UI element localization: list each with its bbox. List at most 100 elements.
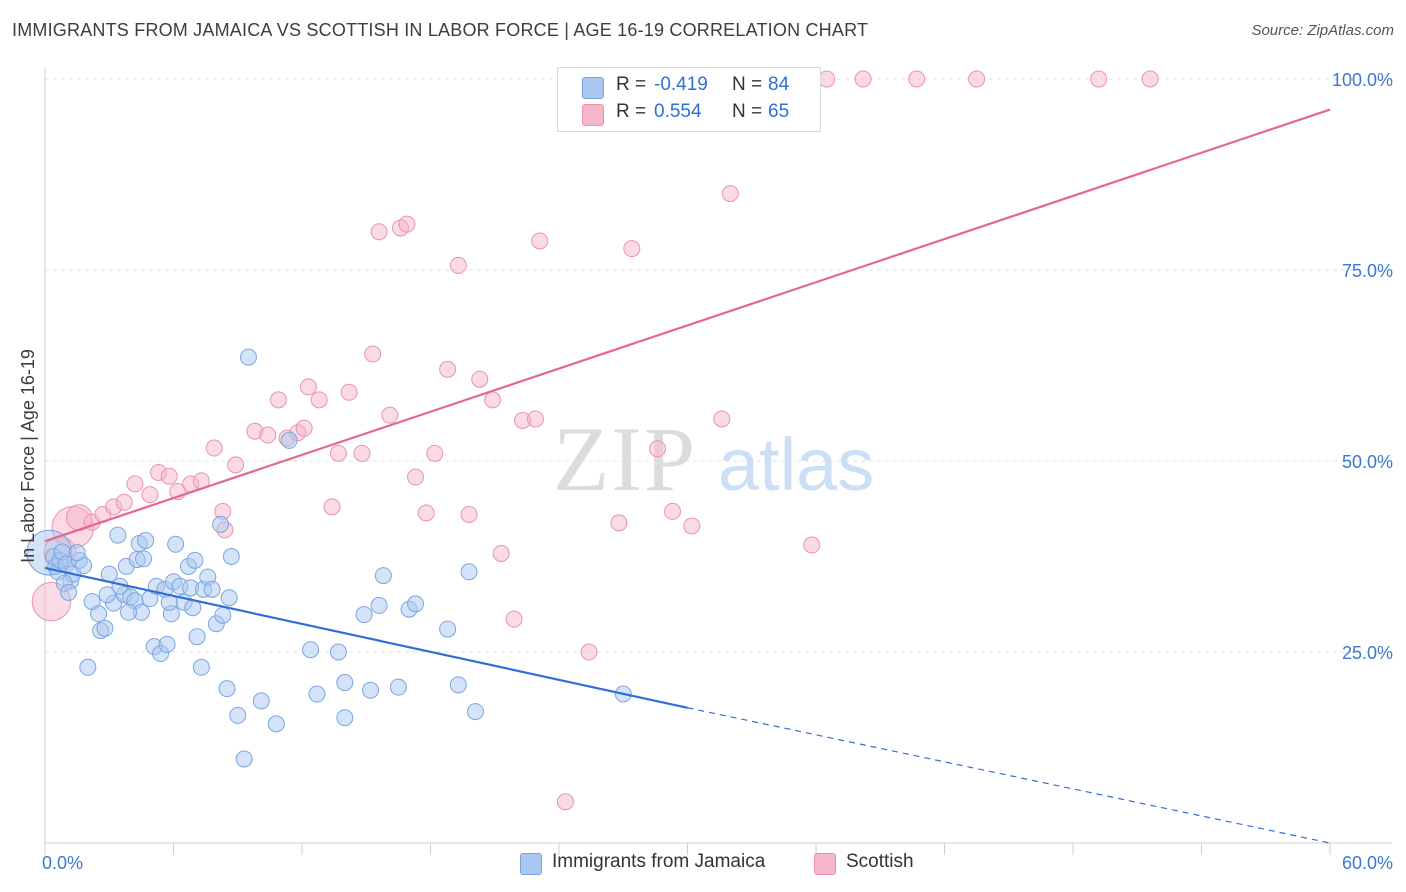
scottish-point xyxy=(115,493,133,511)
scottish-point xyxy=(505,610,523,628)
y-axis-label: In Labor Force | Age 16-19 xyxy=(18,349,38,563)
axes xyxy=(44,68,1392,855)
r-label: R = xyxy=(616,101,647,122)
trend-lines xyxy=(44,108,1331,844)
source-credit: Source: ZipAtlas.com xyxy=(1251,22,1394,39)
scottish-point xyxy=(370,223,388,241)
jamaica-point xyxy=(212,515,230,533)
jamaica-point xyxy=(98,586,116,604)
y-tick-label: 75.0% xyxy=(1342,261,1393,281)
jamaica-point xyxy=(280,431,298,449)
scottish-point xyxy=(623,240,641,258)
jamaica-point xyxy=(229,706,247,724)
scottish-point xyxy=(259,426,277,444)
jamaica-point xyxy=(60,583,78,601)
jamaica-point xyxy=(137,531,155,549)
jamaica-point xyxy=(267,715,285,733)
jamaica-point xyxy=(302,641,320,659)
gridlines xyxy=(45,78,1392,653)
jamaica-point xyxy=(389,678,407,696)
scottish-point xyxy=(329,444,347,462)
jamaica-point xyxy=(449,676,467,694)
scottish-point xyxy=(664,502,682,520)
series-legend: Immigrants from Jamaica Scottish xyxy=(0,850,1406,880)
scottish-point xyxy=(556,793,574,811)
scottish-point xyxy=(205,439,223,457)
jamaica-point xyxy=(222,548,240,565)
y-tick-label: 25.0% xyxy=(1342,643,1393,663)
scottish-swatch xyxy=(582,104,604,126)
scottish-point xyxy=(407,468,425,486)
scottish-point xyxy=(492,544,510,562)
scottish-point xyxy=(439,360,457,378)
jamaica-swatch xyxy=(520,853,542,875)
scottish-point xyxy=(299,378,317,396)
jamaica-point xyxy=(355,606,373,624)
scottish-point xyxy=(160,467,178,485)
scottish-point xyxy=(803,536,821,554)
scottish-point xyxy=(713,410,731,428)
scottish-point xyxy=(854,70,872,88)
n-value: 84 xyxy=(768,74,790,95)
jamaica-trend-extension xyxy=(687,707,1331,844)
jamaica-point xyxy=(220,589,238,607)
jamaica-point xyxy=(362,681,380,699)
x-tick-label: 0.0% xyxy=(42,853,83,873)
jamaica-points xyxy=(26,348,632,768)
scottish-point xyxy=(1141,70,1159,88)
scottish-point xyxy=(398,215,416,233)
y-tick-label: 50.0% xyxy=(1342,452,1393,472)
scottish-point xyxy=(484,391,502,409)
legend-label: Scottish xyxy=(846,851,914,872)
n-label: N = xyxy=(732,74,763,95)
scottish-swatch xyxy=(814,853,836,875)
legend-label: Immigrants from Jamaica xyxy=(552,851,766,872)
n-value: 65 xyxy=(768,101,790,122)
scottish-point xyxy=(610,514,628,532)
jamaica-swatch xyxy=(582,77,604,99)
scottish-point xyxy=(460,505,478,523)
x-tick-label: 60.0% xyxy=(1342,853,1393,873)
scottish-point xyxy=(126,475,144,493)
jamaica-point xyxy=(188,628,206,646)
jamaica-point xyxy=(336,674,354,692)
jamaica-point xyxy=(186,551,204,569)
jamaica-point xyxy=(252,692,270,710)
r-value: -0.419 xyxy=(654,74,708,95)
scottish-point xyxy=(353,444,371,462)
jamaica-point xyxy=(96,619,114,637)
jamaica-point xyxy=(466,703,484,721)
scottish-point xyxy=(381,406,399,424)
scottish-point xyxy=(449,256,467,274)
jamaica-point xyxy=(68,544,86,562)
scottish-point xyxy=(526,410,544,428)
scottish-point xyxy=(340,383,358,401)
jamaica-point xyxy=(79,658,97,676)
y-tick-label: 100.0% xyxy=(1332,70,1393,90)
jamaica-point xyxy=(460,563,478,581)
jamaica-point xyxy=(167,535,185,553)
scottish-point xyxy=(908,70,926,88)
chart-title: IMMIGRANTS FROM JAMAICA VS SCOTTISH IN L… xyxy=(12,20,869,40)
scottish-point xyxy=(649,440,667,458)
scottish-point xyxy=(269,391,287,409)
jamaica-trend-line xyxy=(44,566,688,709)
jamaica-point xyxy=(239,348,257,366)
jamaica-point xyxy=(192,658,210,676)
scottish-point xyxy=(531,232,549,250)
scottish-point xyxy=(683,517,701,535)
scottish-point xyxy=(968,70,986,88)
watermark-atlas: atlas xyxy=(718,423,874,506)
jamaica-point xyxy=(308,685,326,703)
tick-labels: 25.0% 50.0% 75.0% 100.0% 0.0% 60.0% xyxy=(42,70,1393,873)
jamaica-point xyxy=(439,620,457,638)
scottish-point xyxy=(227,456,245,474)
n-label: N = xyxy=(732,101,763,122)
jamaica-point xyxy=(374,567,392,585)
scottish-point xyxy=(471,370,489,388)
scottish-point xyxy=(417,504,435,522)
r-label: R = xyxy=(616,74,647,95)
scottish-point xyxy=(1090,70,1108,88)
scottish-point xyxy=(295,419,313,437)
